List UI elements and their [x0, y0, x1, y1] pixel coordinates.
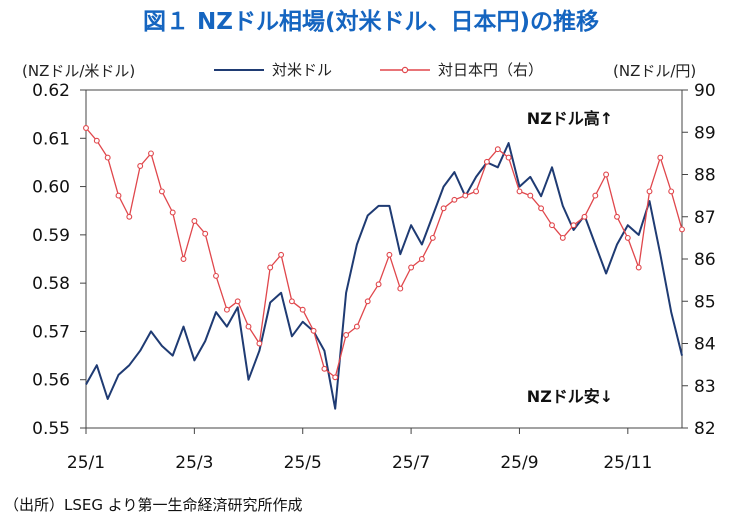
left-tick-label: 0.61	[32, 129, 70, 149]
series-jpy-point	[148, 150, 154, 157]
series-jpy-point	[657, 154, 664, 161]
series-jpy-point	[223, 306, 230, 313]
right-tick-label: 82	[694, 419, 716, 439]
x-tick-label: 25/1	[67, 453, 105, 473]
series-jpy-point	[570, 222, 577, 229]
series-jpy-point	[603, 171, 610, 178]
series-jpy-point	[473, 188, 480, 195]
left-tick-label: 0.58	[32, 274, 70, 294]
series-jpy-point	[592, 192, 599, 199]
series-jpy-point	[418, 256, 425, 262]
series-jpy-point	[126, 213, 133, 220]
series-jpy-point	[483, 158, 490, 165]
right-axis-ticks: 90 89 88 87 86 85 84 83 82	[682, 81, 716, 439]
series-jpy-point	[386, 251, 393, 258]
series-jpy-point	[332, 374, 339, 381]
series-jpy-point	[429, 234, 436, 241]
right-tick-label: 88	[694, 166, 716, 186]
series-jpy-point	[278, 251, 285, 258]
annotation-nzd-up: NZドル高↑	[527, 109, 613, 128]
chart-title: 図１ NZドル相場(対米ドル、日本円)の推移	[143, 9, 599, 35]
series-jpy-point	[267, 264, 274, 271]
series-jpy-point	[321, 365, 328, 372]
x-axis-ticks: 25/1 25/3 25/5 25/7 25/9 25/11	[67, 428, 652, 473]
series-jpy-point	[213, 272, 219, 279]
series-jpy-point	[245, 323, 252, 330]
series-jpy-point	[440, 205, 447, 212]
series-jpy-point	[635, 264, 642, 271]
series-jpy-point	[451, 196, 458, 203]
plot-area	[85, 89, 683, 429]
series-jpy-point	[679, 226, 685, 233]
series-jpy-point	[408, 264, 415, 271]
left-tick-label: 0.62	[32, 81, 70, 101]
right-tick-label: 89	[694, 123, 716, 143]
series-jpy-point	[137, 163, 144, 169]
left-tick-label: 0.59	[32, 226, 70, 246]
right-tick-label: 87	[694, 208, 716, 228]
series-jpy-point	[180, 256, 187, 262]
series-jpy-point	[115, 192, 122, 199]
series-jpy-point	[93, 137, 100, 144]
series-jpy-point	[538, 205, 545, 212]
series-jpy-point	[310, 327, 317, 334]
series-jpy-point	[353, 323, 360, 330]
x-tick-label: 25/9	[500, 453, 538, 473]
right-tick-label: 83	[694, 377, 716, 397]
series-jpy-point	[559, 234, 566, 241]
series-jpy-point	[527, 192, 534, 199]
x-tick-label: 25/7	[392, 453, 430, 473]
series-jpy-point	[288, 298, 295, 305]
left-axis-unit: (NZドル/米ドル)	[22, 62, 135, 80]
left-tick-label: 0.60	[32, 178, 70, 198]
series-jpy-point	[343, 332, 350, 338]
left-tick-label: 0.56	[32, 371, 70, 391]
left-tick-label: 0.55	[32, 419, 70, 439]
series-jpy-point	[668, 188, 675, 195]
right-tick-label: 84	[694, 335, 716, 355]
source-note: （出所）LSEG より第一生命経済研究所作成	[4, 496, 302, 514]
right-tick-label: 90	[694, 81, 716, 101]
legend-jpy-marker	[401, 66, 409, 74]
series-jpy-point	[397, 285, 404, 292]
series-jpy-point	[256, 340, 263, 347]
series-jpy-point	[202, 230, 209, 237]
series-jpy-point	[234, 298, 241, 305]
series-jpy-point	[462, 192, 469, 199]
series-jpy-point	[191, 218, 198, 224]
series-jpy-point	[581, 213, 588, 220]
series-jpy-point	[169, 209, 176, 216]
legend-usd-label: 対米ドル	[272, 61, 332, 79]
series-jpy-point	[104, 154, 111, 161]
series-jpy-point	[549, 222, 555, 229]
x-tick-label: 25/3	[175, 453, 213, 473]
series-usd-line	[85, 142, 683, 410]
left-tick-label: 0.57	[32, 322, 70, 342]
series-jpy-point	[505, 154, 512, 161]
series-jpy-point	[614, 213, 620, 220]
series-jpy-point	[516, 188, 523, 195]
right-tick-label: 86	[694, 250, 716, 270]
x-tick-label: 25/5	[284, 453, 322, 473]
series-jpy-point	[494, 146, 501, 153]
series-jpy-point	[624, 234, 631, 241]
x-tick-label: 25/11	[603, 453, 652, 473]
series-jpy-point	[646, 188, 653, 195]
left-axis-ticks: 0.62 0.61 0.60 0.59 0.58 0.57 0.56 0.55	[32, 81, 86, 439]
series-layer	[83, 125, 685, 410]
legend-jpy-label: 対日本円（右）	[438, 61, 543, 79]
right-axis-unit: (NZドル/円)	[613, 62, 696, 80]
series-jpy-point	[83, 125, 89, 131]
series-jpy-point	[158, 188, 165, 195]
annotation-nzd-down: NZドル安↓	[527, 387, 613, 406]
series-jpy-line	[85, 127, 683, 378]
series-jpy-point	[364, 298, 371, 305]
series-jpy-point	[375, 281, 382, 288]
series-jpy-point	[299, 306, 306, 313]
right-tick-label: 85	[694, 292, 716, 312]
